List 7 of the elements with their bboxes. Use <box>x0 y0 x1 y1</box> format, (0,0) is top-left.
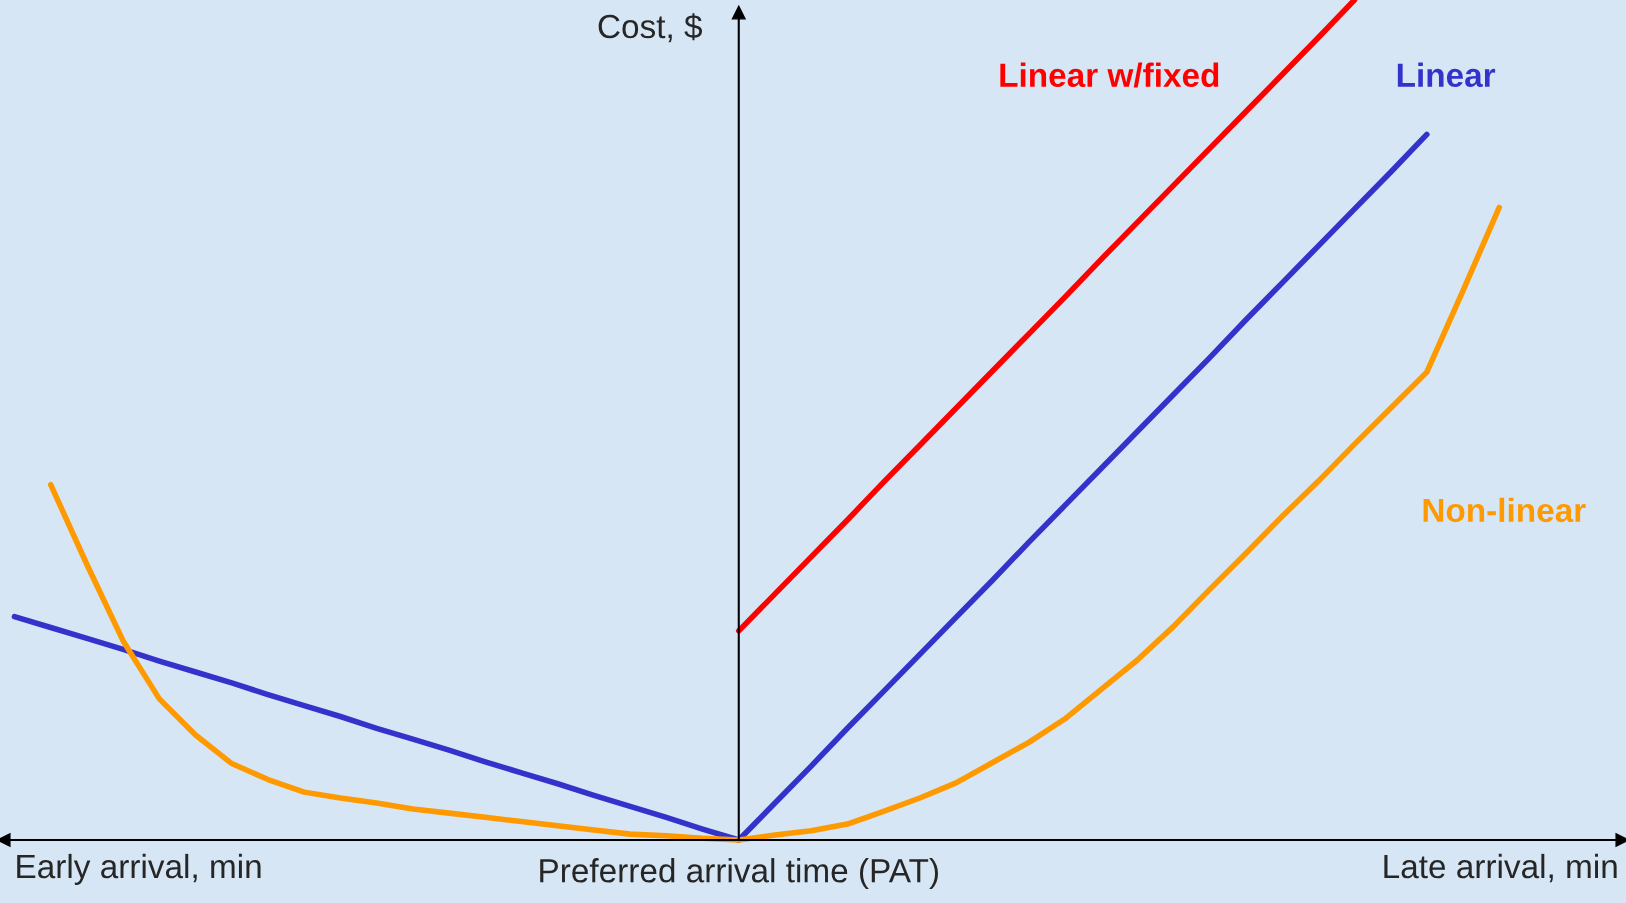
series-label: Linear <box>1397 62 1496 88</box>
series-label: Linear w/fixed <box>1000 62 1219 88</box>
text: Non-linear <box>1423 497 1586 523</box>
text: Early arrival, min <box>17 853 261 885</box>
y-axis-title: Cost, $ <box>598 13 703 43</box>
x-axis-title: Preferred arrival time (PAT) <box>540 858 938 890</box>
text: Late arrival, min <box>1384 853 1617 883</box>
